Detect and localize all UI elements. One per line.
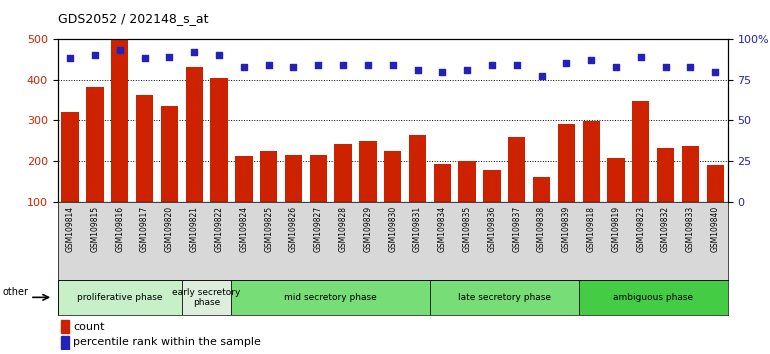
Text: GSM109828: GSM109828 xyxy=(339,206,347,252)
Text: GSM109826: GSM109826 xyxy=(289,206,298,252)
Point xyxy=(436,69,448,74)
Point xyxy=(387,62,399,68)
Bar xyxy=(182,280,232,315)
Point xyxy=(64,56,76,61)
Text: GSM109820: GSM109820 xyxy=(165,206,174,252)
Text: GSM109824: GSM109824 xyxy=(239,206,249,252)
Bar xyxy=(434,164,451,242)
Text: GSM109838: GSM109838 xyxy=(537,206,546,252)
Text: percentile rank within the sample: percentile rank within the sample xyxy=(73,337,261,348)
Bar xyxy=(61,336,69,349)
Text: GSM109825: GSM109825 xyxy=(264,206,273,252)
Bar xyxy=(86,87,104,242)
Text: GSM109819: GSM109819 xyxy=(611,206,621,252)
Bar xyxy=(508,137,525,242)
Text: early secretory
phase: early secretory phase xyxy=(172,288,241,307)
Text: GSM109817: GSM109817 xyxy=(140,206,149,252)
Point xyxy=(139,56,151,61)
Point xyxy=(659,64,671,69)
Bar xyxy=(334,144,352,242)
Point xyxy=(535,74,547,79)
Text: mid secretory phase: mid secretory phase xyxy=(284,293,377,302)
Point xyxy=(362,62,374,68)
Point xyxy=(634,54,647,60)
Text: ambiguous phase: ambiguous phase xyxy=(613,293,693,302)
Bar xyxy=(657,148,675,242)
Text: GSM109815: GSM109815 xyxy=(90,206,99,252)
Bar xyxy=(260,151,277,242)
Bar xyxy=(136,95,153,242)
Text: GSM109837: GSM109837 xyxy=(512,206,521,252)
Text: GSM109830: GSM109830 xyxy=(388,206,397,252)
Bar xyxy=(533,177,551,242)
Text: GSM109818: GSM109818 xyxy=(587,206,596,252)
Bar xyxy=(608,158,624,242)
Bar xyxy=(430,280,579,315)
Bar xyxy=(579,280,728,315)
Text: GSM109839: GSM109839 xyxy=(562,206,571,252)
Bar xyxy=(384,151,401,242)
Bar xyxy=(210,78,228,242)
Text: GSM109821: GSM109821 xyxy=(189,206,199,252)
Text: GSM109832: GSM109832 xyxy=(661,206,670,252)
Bar xyxy=(62,112,79,242)
Text: GSM109835: GSM109835 xyxy=(463,206,472,252)
Point xyxy=(238,64,250,69)
Bar xyxy=(557,124,575,242)
Point xyxy=(213,52,225,58)
Point xyxy=(89,52,101,58)
Point xyxy=(163,54,176,60)
Text: proliferative phase: proliferative phase xyxy=(77,293,162,302)
Text: late secretory phase: late secretory phase xyxy=(458,293,551,302)
Point xyxy=(486,62,498,68)
Point xyxy=(685,64,697,69)
Point xyxy=(263,62,275,68)
Bar xyxy=(707,165,724,242)
Bar xyxy=(681,146,699,242)
Text: GSM109834: GSM109834 xyxy=(438,206,447,252)
Bar xyxy=(186,67,203,242)
Point xyxy=(312,62,324,68)
Bar xyxy=(632,101,649,242)
Point xyxy=(337,62,350,68)
Text: GSM109816: GSM109816 xyxy=(116,206,124,252)
Bar xyxy=(409,135,427,242)
Text: count: count xyxy=(73,321,105,332)
Bar xyxy=(58,280,182,315)
Bar xyxy=(61,320,69,333)
Point xyxy=(709,69,721,74)
Point xyxy=(610,64,622,69)
Text: GSM109823: GSM109823 xyxy=(636,206,645,252)
Point xyxy=(511,62,523,68)
Point xyxy=(461,67,474,73)
Bar xyxy=(359,141,377,242)
Bar xyxy=(235,156,253,242)
Bar xyxy=(310,155,327,242)
Point xyxy=(561,61,573,66)
Bar xyxy=(484,170,500,242)
Point xyxy=(114,47,126,53)
Text: GSM109836: GSM109836 xyxy=(487,206,497,252)
Bar xyxy=(232,280,430,315)
Text: GSM109827: GSM109827 xyxy=(313,206,323,252)
Point xyxy=(287,64,300,69)
Bar xyxy=(458,161,476,242)
Point xyxy=(188,49,200,55)
Text: GDS2052 / 202148_s_at: GDS2052 / 202148_s_at xyxy=(58,12,208,25)
Text: GSM109814: GSM109814 xyxy=(65,206,75,252)
Point xyxy=(585,57,598,63)
Text: GSM109833: GSM109833 xyxy=(686,206,695,252)
Bar xyxy=(111,40,129,242)
Text: GSM109829: GSM109829 xyxy=(363,206,373,252)
Point xyxy=(411,67,424,73)
Bar xyxy=(161,106,178,242)
Text: GSM109840: GSM109840 xyxy=(711,206,720,252)
Text: other: other xyxy=(3,287,29,297)
Text: GSM109822: GSM109822 xyxy=(215,206,223,252)
Bar xyxy=(285,155,302,242)
Text: GSM109831: GSM109831 xyxy=(413,206,422,252)
Bar xyxy=(582,121,600,242)
